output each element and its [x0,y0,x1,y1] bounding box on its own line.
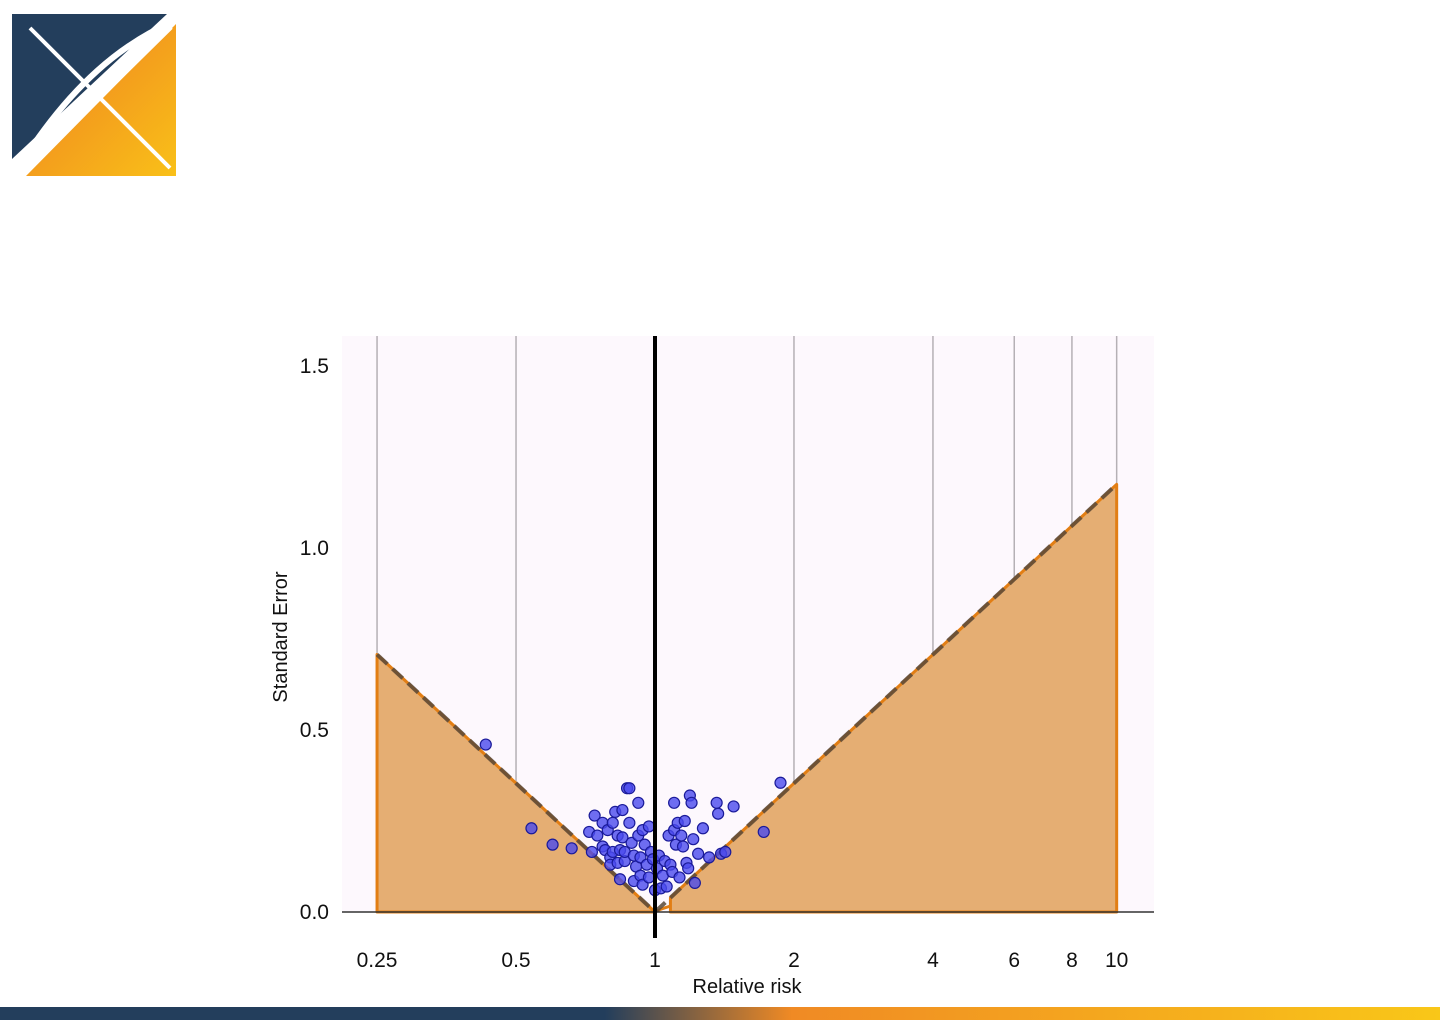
data-point [632,796,645,809]
y-tick-label: 1.0 [300,537,329,560]
data-point [591,829,604,842]
data-point [688,876,701,889]
data-point [660,880,673,893]
data-point [585,845,599,859]
data-point [616,831,629,844]
data-point [710,796,723,809]
x-tick-label: 4 [927,949,939,972]
data-point [774,776,787,789]
x-tick-label: 8 [1066,949,1078,972]
x-tick-label: 6 [1008,949,1020,972]
x-tick-label: 1 [649,949,661,972]
data-point [682,862,695,875]
data-point [696,822,710,835]
x-tick-label: 0.5 [501,949,530,972]
y-tick-label: 1.5 [300,355,329,378]
data-point [642,871,655,884]
data-point [678,814,691,828]
data-point [613,873,627,886]
bottom-accent-bar [0,1007,1440,1020]
data-point [525,822,538,835]
data-point [668,796,681,809]
data-point [676,840,690,853]
data-point [687,833,700,846]
data-point [565,842,578,855]
data-point [712,807,725,820]
data-point [479,738,492,751]
x-tick-label: 10 [1105,949,1128,972]
data-point [546,838,559,851]
data-point [606,816,619,829]
x-tick-label: 0.25 [357,949,398,972]
data-point [727,800,740,813]
data-point [616,803,629,817]
ohdsi-logo-icon [12,14,176,176]
y-axis-title: Standard Error [270,571,292,703]
data-point [719,845,732,859]
data-point [673,871,686,884]
data-point [703,851,716,864]
y-tick-label: 0.5 [300,719,329,742]
data-point [675,829,688,842]
data-point [623,782,636,795]
x-tick-label: 2 [788,949,800,972]
data-point [642,820,655,833]
y-tick-label: 0.0 [300,901,329,924]
x-axis-title: Relative risk [693,976,803,998]
data-point [623,816,636,829]
data-point [692,847,705,860]
data-point [757,825,770,839]
data-point [588,809,601,822]
data-point [685,796,698,809]
